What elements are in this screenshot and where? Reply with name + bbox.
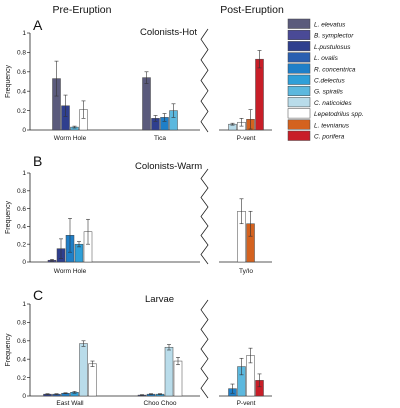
plot-area: 0 0.2 0.4 0.6 0.8 1 Frequency Worm Hole Tica P-ve… — [5, 28, 272, 407]
legend-label-l-ovalis: L. ovalis — [314, 55, 339, 62]
eruption-break-divider — [200, 168, 209, 265]
y-tick-label: 0 — [22, 259, 26, 266]
legend-swatch-r-concentrica — [287, 63, 311, 74]
y-axis-label: Frequency — [5, 64, 12, 98]
bar-l-elevatus — [142, 77, 151, 131]
legend-swatch-c-porifera — [287, 130, 311, 141]
y-tick-label: 1 — [22, 301, 26, 308]
legend-label-c-delectus: C.delectus — [314, 78, 345, 85]
legend-label-c-porifera: C. porifera — [314, 134, 345, 141]
y-tick-label: 0.2 — [17, 241, 26, 248]
y-tick-label: 0.2 — [17, 375, 26, 382]
site-label-worm-hole: Worm Hole — [54, 135, 87, 142]
bar-c-porifera — [255, 58, 264, 131]
post-eruption-header: Post-Eruption — [220, 4, 284, 16]
legend-swatch-c-delectus — [287, 74, 311, 85]
legend-label-lepetodrilus-spp: Lepetodrilus spp. — [314, 111, 364, 118]
site-label-p-vent: P-vent — [237, 400, 256, 407]
site-label-ty-io: Ty/Io — [239, 268, 253, 275]
eruption-break-divider — [200, 299, 209, 399]
eruption-break-divider — [200, 28, 209, 133]
y-tick-label: 1 — [22, 30, 26, 37]
legend-label-l-elevatus: L. elevatus — [314, 22, 346, 29]
y-tick-label: 0.8 — [17, 50, 26, 57]
y-tick-label: 0.6 — [17, 338, 26, 345]
panel-label-a: A — [33, 17, 43, 33]
panel-c: 0 0.2 0.4 0.6 0.8 1 Frequency East Wall Choo Cho… — [5, 299, 272, 407]
y-tick-label: 0.6 — [17, 69, 26, 76]
legend-swatch-l-elevatus — [287, 18, 311, 29]
legend-swatch-c-naticoides — [287, 97, 311, 108]
site-label-tica: Tica — [154, 135, 166, 142]
legend: L. elevatus B. symplector L.pustulosus L. o… — [286, 17, 398, 143]
bar-lepetodrilus-spp — [173, 360, 183, 397]
y-tick-label: 0 — [22, 393, 26, 400]
y-tick-label: 0.4 — [17, 88, 26, 95]
legend-swatch-g-spiralis — [287, 85, 311, 96]
panel-title-b: Colonists-Warm — [135, 161, 202, 172]
panel-b: 0 0.2 0.4 0.6 0.8 1 Frequency Worm Hole Ty/Io — [5, 168, 272, 275]
site-label-worm-hole: Worm Hole — [54, 268, 87, 275]
y-tick-label: 1 — [22, 170, 26, 177]
site-label-east-wall: East Wall — [56, 400, 84, 407]
y-tick-label: 0.2 — [17, 108, 26, 115]
y-axis-label: Frequency — [5, 200, 12, 234]
pre-eruption-header: Pre-Eruption — [53, 4, 112, 16]
y-tick-label: 0.6 — [17, 206, 26, 213]
panel-label-c: C — [33, 287, 43, 303]
bar-c-naticoides — [164, 346, 174, 397]
y-axis-label: Frequency — [5, 333, 12, 367]
y-tick-label: 0.4 — [17, 356, 26, 363]
y-tick-label: 0.4 — [17, 224, 26, 231]
panel-title-a: Colonists-Hot — [140, 27, 197, 38]
panel-label-b: B — [33, 153, 42, 169]
legend-label-l-tevnianus: L. tevnianus — [314, 122, 350, 129]
legend-swatch-l-ovalis — [287, 52, 311, 63]
legend-label-r-concentrica: R. concentrica — [314, 66, 356, 73]
site-label-p-vent: P-vent — [237, 135, 256, 142]
site-label-choo-choo: Choo Choo — [144, 400, 177, 407]
legend-label-c-naticoides: C. naticoides — [314, 100, 352, 107]
legend-label-l-pustulosus: L.pustulosus — [314, 44, 351, 51]
legend-label-g-spiralis: G. spiralis — [314, 89, 344, 96]
legend-swatch-l-tevnianus — [287, 119, 311, 130]
panel-a: 0 0.2 0.4 0.6 0.8 1 Frequency Worm Hole Tica P-ve… — [5, 28, 272, 142]
panel-title-c: Larvae — [145, 294, 174, 305]
bar-lepetodrilus-spp — [88, 363, 97, 397]
legend-swatch-b-symplector — [287, 29, 311, 40]
y-tick-label: 0.8 — [17, 320, 26, 327]
bar-c-naticoides — [79, 343, 88, 397]
legend-swatch-l-pustulosus — [287, 41, 311, 52]
y-tick-label: 0 — [22, 127, 26, 134]
legend-label-b-symplector: B. symplector — [314, 33, 354, 40]
y-tick-label: 0.8 — [17, 188, 26, 195]
legend-swatch-lepetodrilus-spp — [287, 108, 311, 119]
